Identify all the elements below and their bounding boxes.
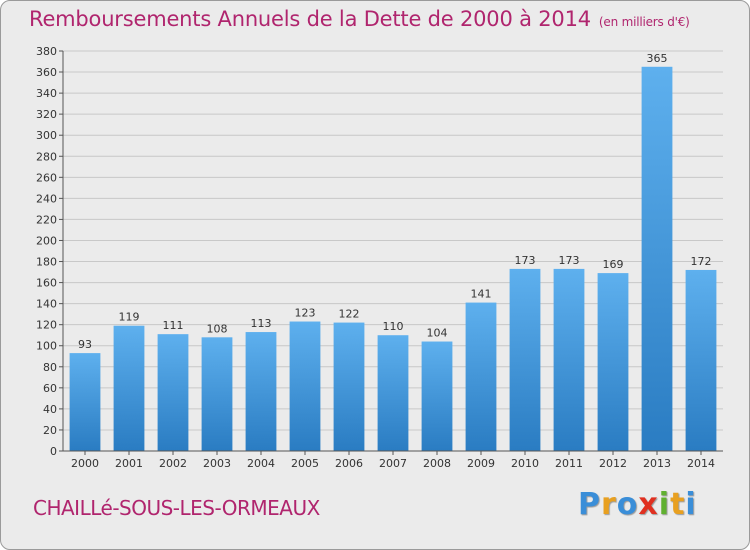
x-tick-label: 2003 (203, 457, 231, 470)
logo-letter: i (685, 487, 697, 522)
y-tick-label: 320 (36, 108, 57, 121)
bar (157, 334, 189, 451)
bars (69, 66, 717, 451)
bar (113, 325, 145, 451)
bar (377, 335, 409, 451)
chart-title: Remboursements Annuels de la Dette de 20… (29, 7, 690, 31)
y-tick-label: 60 (43, 382, 57, 395)
x-tick-label: 2001 (115, 457, 143, 470)
value-label: 110 (383, 320, 404, 333)
y-tick-label: 180 (36, 256, 57, 269)
value-label: 113 (251, 317, 272, 330)
y-tick-label: 300 (36, 129, 57, 142)
x-tick-label: 2006 (335, 457, 363, 470)
proxiti-logo: Proxiti (578, 487, 697, 522)
logo-letter: r (601, 487, 617, 522)
value-label: 108 (207, 322, 228, 335)
y-tick-label: 80 (43, 361, 57, 374)
bar (333, 322, 365, 451)
y-tick-label: 20 (43, 424, 57, 437)
chart-title-text: Remboursements Annuels de la Dette de 20… (29, 7, 591, 31)
value-label: 141 (471, 288, 492, 301)
logo-letter: P (578, 487, 601, 522)
bar (465, 302, 497, 451)
bar (421, 341, 453, 451)
y-tick-label: 380 (36, 45, 57, 58)
x-tick-label: 2010 (511, 457, 539, 470)
x-tick-label: 2004 (247, 457, 275, 470)
logo-letter: o (616, 487, 639, 522)
chart-subtitle: (en milliers d'€) (598, 15, 690, 29)
x-tick-label: 2014 (687, 457, 715, 470)
y-tick-label: 200 (36, 234, 57, 247)
value-label: 173 (559, 254, 580, 267)
value-label: 122 (339, 308, 360, 321)
value-label: 104 (427, 327, 448, 340)
bar (641, 66, 673, 451)
bar (289, 321, 321, 451)
logo-letter: t (670, 487, 686, 522)
x-tick-label: 2011 (555, 457, 583, 470)
value-label: 93 (78, 338, 92, 351)
y-tick-label: 260 (36, 171, 57, 184)
x-tick-label: 2009 (467, 457, 495, 470)
value-label: 169 (603, 258, 624, 271)
x-tick-label: 2007 (379, 457, 407, 470)
x-tick-label: 2005 (291, 457, 319, 470)
y-tick-label: 160 (36, 277, 57, 290)
value-label: 173 (515, 254, 536, 267)
bar (201, 337, 233, 451)
x-tick-label: 2008 (423, 457, 451, 470)
value-label: 172 (691, 255, 712, 268)
value-label: 119 (119, 311, 140, 324)
x-tick-label: 2002 (159, 457, 187, 470)
bar (597, 273, 629, 451)
bar (553, 268, 585, 451)
y-tick-label: 280 (36, 150, 57, 163)
axes: 0 20 40 60 80 100 120 140 160 180 200 220 240 260 280 3… (36, 45, 723, 470)
y-tick-label: 0 (50, 445, 57, 458)
logo-letter: i (658, 487, 671, 522)
bar (685, 269, 717, 451)
commune-name: CHAILLé-SOUS-LES-ORMEAUX (33, 496, 320, 520)
y-tick-label: 120 (36, 319, 57, 332)
x-tick-label: 2013 (643, 457, 671, 470)
bar (69, 353, 101, 451)
bar (509, 268, 541, 451)
y-tick-label: 360 (36, 66, 57, 79)
y-tick-label: 240 (36, 192, 57, 205)
value-label: 111 (163, 319, 184, 332)
bar (245, 332, 277, 451)
logo-letter: x (638, 487, 659, 522)
value-label: 365 (647, 52, 668, 65)
y-tick-label: 100 (36, 340, 57, 353)
value-labels: 93 119 111 108 113 123 122 110 104 141 173 173 169 36… (78, 52, 712, 351)
x-tick-label: 2000 (71, 457, 99, 470)
y-tick-label: 340 (36, 87, 57, 100)
y-tick-label: 220 (36, 213, 57, 226)
x-tick-label: 2012 (599, 457, 627, 470)
value-label: 123 (295, 307, 316, 320)
y-tick-label: 140 (36, 298, 57, 311)
y-tick-label: 40 (43, 403, 57, 416)
